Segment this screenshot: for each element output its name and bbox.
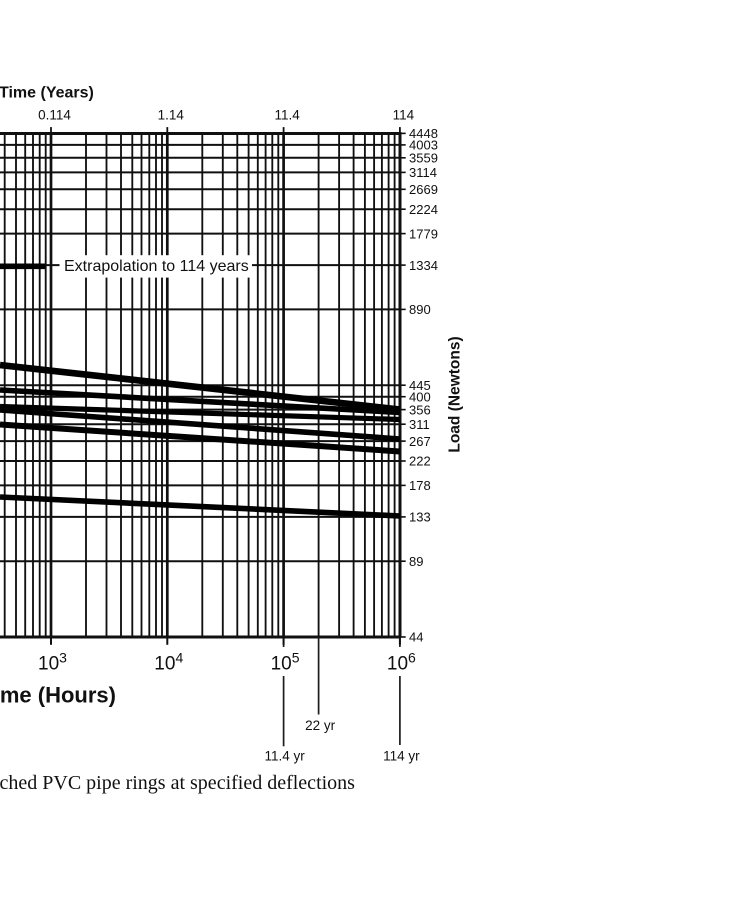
svg-text:1779: 1779 xyxy=(409,226,438,241)
svg-text:1334: 1334 xyxy=(409,258,438,273)
svg-text:Time (Hours): Time (Hours) xyxy=(0,683,116,708)
svg-text:11.4 yr: 11.4 yr xyxy=(264,749,305,764)
svg-text:Load (Newtons): Load (Newtons) xyxy=(447,336,464,452)
svg-text:445: 445 xyxy=(409,378,431,393)
svg-text:2669: 2669 xyxy=(409,182,438,197)
svg-text:890: 890 xyxy=(409,302,431,317)
svg-text:Time (Years): Time (Years) xyxy=(0,85,94,102)
svg-text:3559: 3559 xyxy=(409,151,438,166)
svg-text:106: 106 xyxy=(387,650,416,675)
svg-text:2224: 2224 xyxy=(409,202,438,217)
svg-text:222: 222 xyxy=(409,454,431,469)
svg-text:267: 267 xyxy=(409,434,431,449)
svg-text:400: 400 xyxy=(409,389,431,404)
svg-text:311: 311 xyxy=(409,417,430,432)
svg-text:356: 356 xyxy=(409,402,431,417)
svg-text:4003: 4003 xyxy=(409,138,438,153)
svg-text:89: 89 xyxy=(409,554,423,569)
svg-text:44: 44 xyxy=(409,630,423,645)
svg-text:3114: 3114 xyxy=(409,165,437,180)
svg-text:114 yr: 114 yr xyxy=(383,749,420,764)
svg-text:133: 133 xyxy=(409,510,431,525)
svg-text:Extrapolation to 114 years: Extrapolation to 114 years xyxy=(64,258,249,275)
svg-text:4448: 4448 xyxy=(409,126,438,141)
svg-text:178: 178 xyxy=(409,478,431,493)
svg-text:22 yr: 22 yr xyxy=(305,718,336,733)
svg-text:ched PVC pipe rings at specifi: ched PVC pipe rings at specified deflect… xyxy=(0,772,355,794)
svg-text:11.4: 11.4 xyxy=(274,108,300,123)
svg-text:0.114: 0.114 xyxy=(38,108,71,123)
svg-text:114: 114 xyxy=(393,108,415,123)
svg-text:1.14: 1.14 xyxy=(158,108,185,123)
